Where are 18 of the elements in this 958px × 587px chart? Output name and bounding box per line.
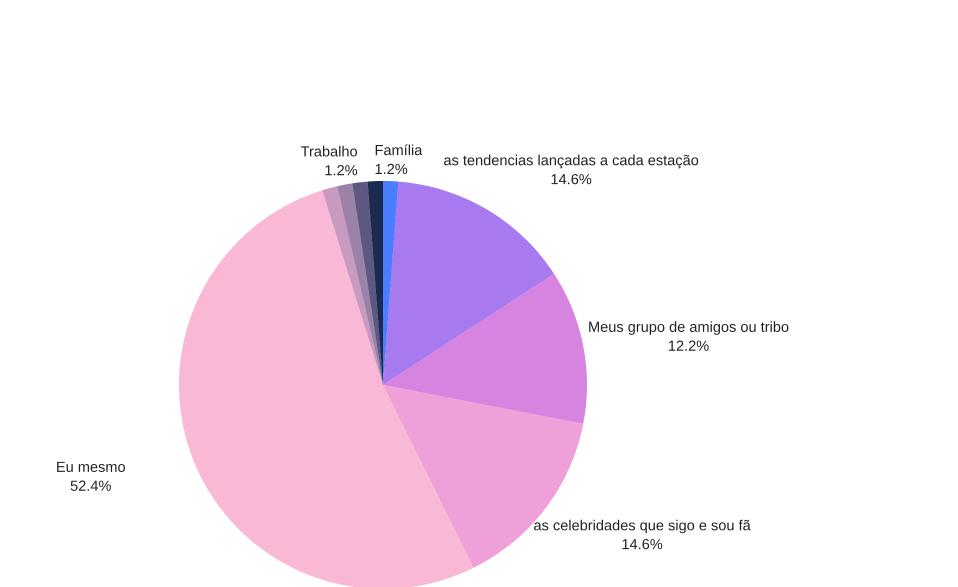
pie-slice <box>337 183 383 385</box>
pie-slice <box>179 190 474 587</box>
data-label: 52.4% <box>70 480 111 491</box>
pie-slice <box>368 181 383 385</box>
slice-label: Família <box>376 144 422 156</box>
data-label: 1.2% <box>376 164 408 174</box>
slice-label: Trabalho <box>300 146 358 157</box>
slice-label: Eu mesmo <box>57 462 125 472</box>
pie-slice <box>352 182 383 385</box>
data-label: 12.2% <box>668 340 709 351</box>
data-label: 14.6% <box>552 174 592 184</box>
pie-slice <box>322 186 383 385</box>
data-label: 1.2% <box>326 165 358 176</box>
data-label: 14.6% <box>622 538 662 550</box>
slice-label: as celebridades que sigo e sou fã <box>534 520 751 534</box>
slice-label: Meus grupo de amigos ou tribo <box>589 321 788 335</box>
slice-label: as tendencias lançadas a cada estação <box>444 154 698 168</box>
pie-slice <box>383 274 587 424</box>
